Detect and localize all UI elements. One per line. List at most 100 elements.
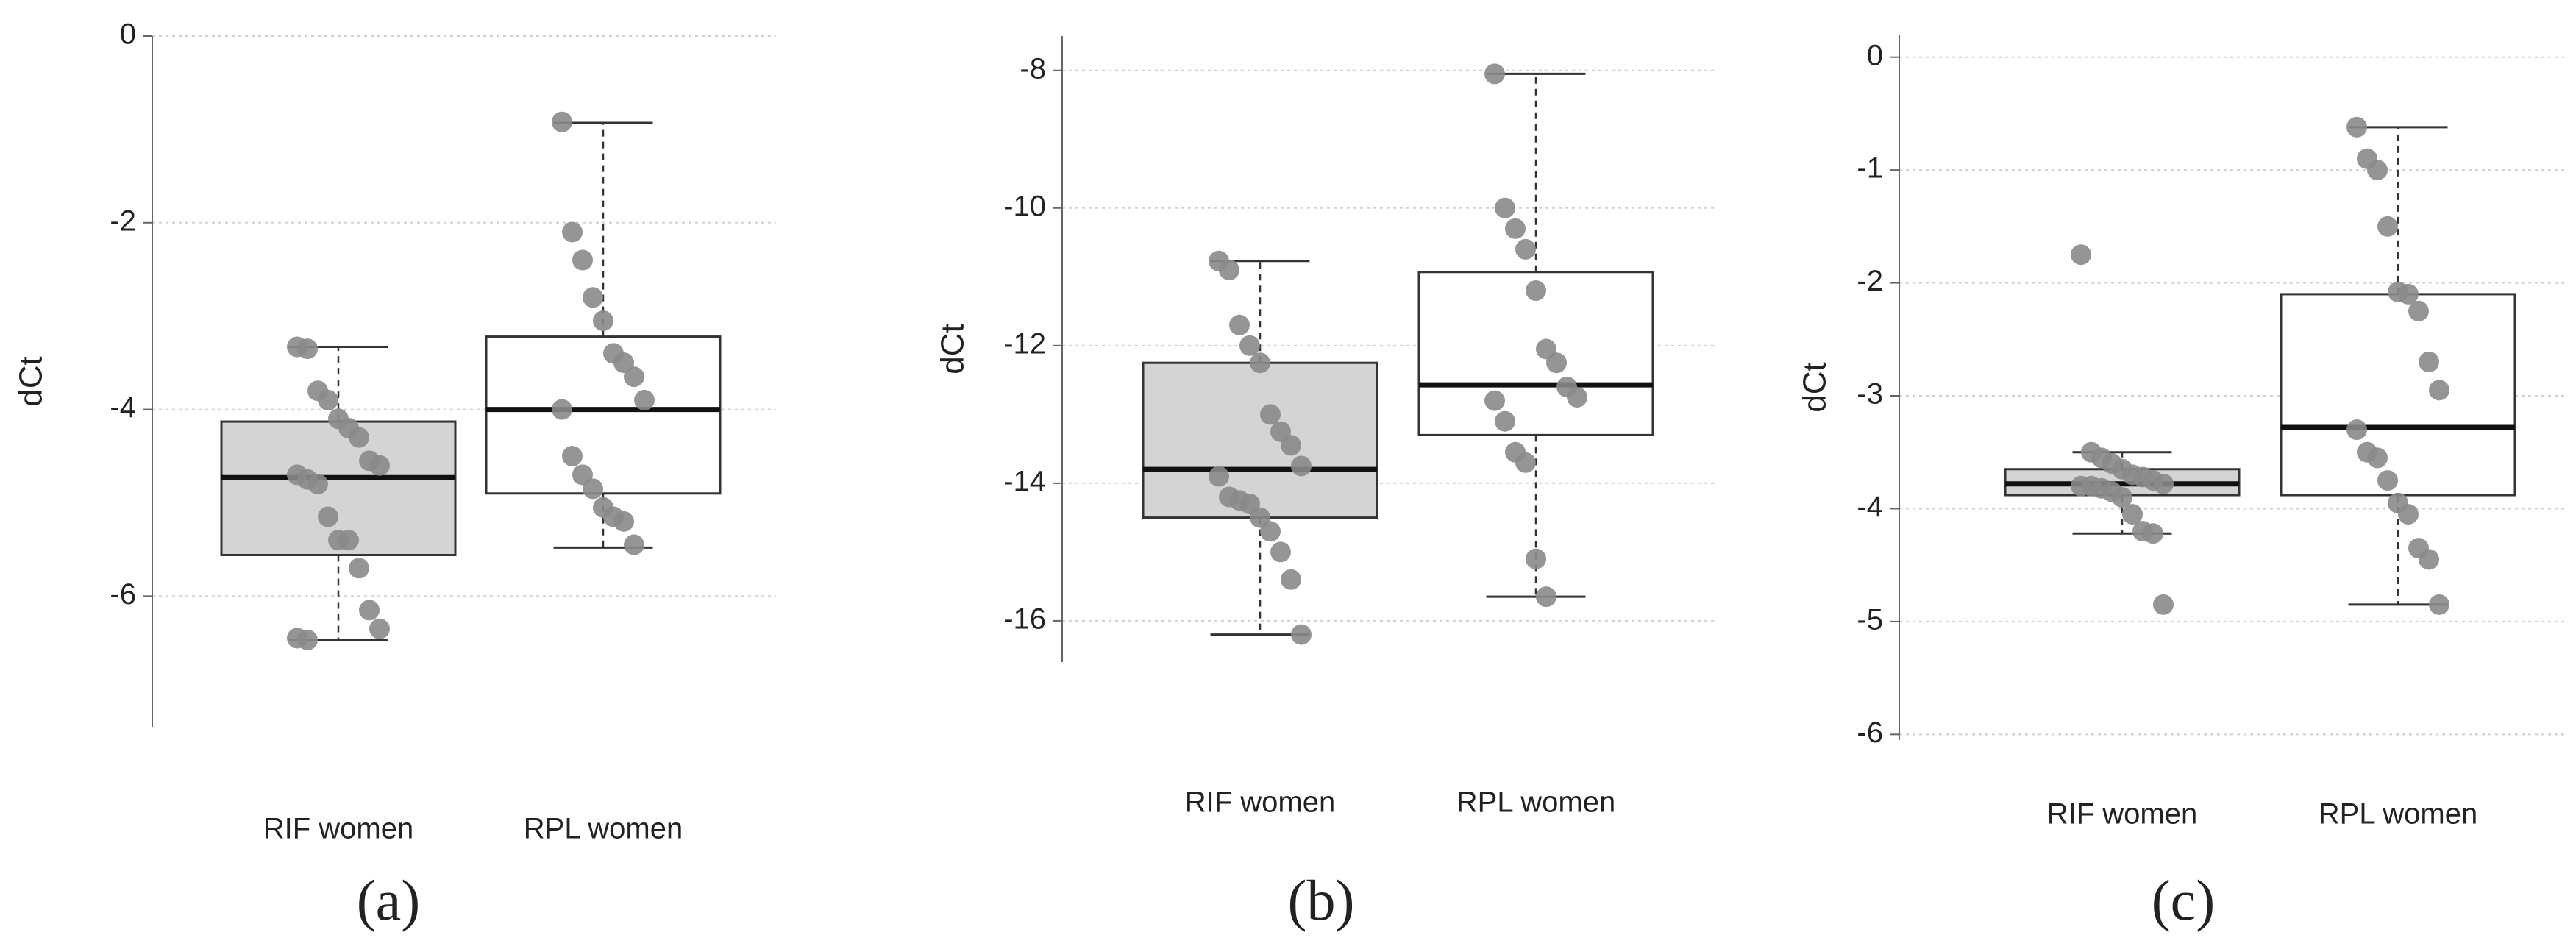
data-point — [1495, 197, 1515, 218]
category-label: RPL women — [1456, 786, 1615, 819]
data-point — [583, 287, 603, 308]
data-point — [359, 600, 380, 621]
y-tick-label: -3 — [1857, 378, 1883, 410]
y-tick-label: -10 — [1003, 190, 1046, 222]
box — [1142, 361, 1378, 519]
y-tick-label: -6 — [1857, 717, 1883, 749]
data-point — [2429, 380, 2449, 401]
panel: 0 -2 -4 -6 dCt (a) RIF women RPL women — [13, 18, 776, 932]
data-point — [2346, 419, 2367, 441]
data-point — [1281, 435, 1301, 456]
data-point — [1484, 63, 1505, 85]
y-axis-label: dCt — [1797, 362, 1833, 412]
data-point — [1495, 410, 1515, 432]
data-point — [318, 506, 338, 527]
y-tick-label: -12 — [1003, 327, 1046, 360]
data-point — [593, 310, 613, 332]
data-point — [562, 446, 583, 467]
data-point — [562, 221, 583, 243]
box — [2280, 293, 2516, 497]
panel: 0 -1 -2 -3 -4 -5 -6 dCt (c) RIF women RPL women — [1797, 35, 2567, 932]
data-point — [1505, 218, 1526, 239]
data-point — [624, 366, 644, 388]
data-point — [1291, 455, 1312, 477]
data-point — [2367, 447, 2388, 469]
data-point — [1515, 452, 1536, 473]
data-point — [1546, 352, 1567, 374]
data-point — [1281, 569, 1301, 590]
data-point — [1484, 390, 1505, 411]
data-point — [297, 338, 318, 360]
y-tick-label: 0 — [1867, 39, 1883, 71]
data-point — [2153, 473, 2174, 494]
category-label: RIF women — [2047, 798, 2198, 831]
data-point — [2419, 351, 2439, 372]
y-tick-label: -2 — [1857, 265, 1883, 297]
category-label: RPL women — [2319, 798, 2477, 831]
data-point — [1526, 280, 1546, 302]
data-point — [1209, 466, 1229, 487]
data-point — [2377, 216, 2398, 237]
data-point — [2377, 470, 2398, 491]
data-point — [552, 399, 572, 420]
y-tick-label: -1 — [1857, 152, 1883, 185]
y-tick-label: -6 — [110, 578, 136, 611]
data-point — [1260, 404, 1281, 425]
data-point — [2122, 504, 2143, 525]
caption: (b) — [1288, 868, 1355, 932]
data-point — [624, 534, 644, 555]
y-tick-label: -16 — [1003, 603, 1046, 635]
data-point — [1291, 624, 1312, 645]
data-point — [2367, 160, 2388, 181]
data-point — [1219, 259, 1239, 280]
y-axis-label: dCt — [13, 356, 49, 406]
data-point — [1526, 548, 1546, 569]
data-point — [349, 558, 369, 579]
data-point — [2143, 523, 2163, 544]
data-point — [338, 530, 359, 551]
data-point — [369, 455, 390, 476]
caption: (a) — [357, 868, 421, 932]
data-point — [1567, 386, 1587, 408]
y-tick-label: -8 — [1020, 52, 1046, 85]
data-point — [2112, 487, 2132, 508]
data-point — [2419, 549, 2439, 570]
data-point — [1270, 541, 1291, 563]
caption: (c) — [2152, 868, 2216, 932]
data-point — [583, 478, 603, 500]
data-point — [1515, 238, 1536, 260]
data-point — [2071, 244, 2091, 266]
data-point — [634, 389, 655, 410]
y-tick-label: -4 — [110, 391, 136, 424]
y-tick-label: -14 — [1003, 465, 1046, 497]
y-tick-label: -5 — [1857, 603, 1883, 636]
data-point — [613, 511, 634, 532]
data-point — [297, 629, 318, 650]
data-point — [1260, 521, 1281, 542]
data-point — [1536, 586, 1556, 608]
data-point — [2153, 594, 2174, 615]
panel: -8 -10 -12 -14 -16 dCt (b) RIF women RPL women — [935, 36, 1718, 932]
data-point — [1229, 314, 1250, 335]
box — [485, 335, 722, 495]
data-point — [349, 427, 369, 448]
y-tick-label: 0 — [120, 18, 136, 51]
data-point — [2408, 300, 2429, 321]
data-point — [2429, 594, 2449, 615]
data-point — [2346, 116, 2367, 138]
data-point — [2398, 504, 2419, 525]
y-tick-label: -4 — [1857, 491, 1883, 523]
data-point — [2398, 283, 2419, 305]
data-point — [1250, 352, 1270, 374]
data-point — [1239, 335, 1260, 356]
data-point — [318, 389, 338, 410]
y-axis-label: dCt — [935, 324, 971, 374]
y-tick-label: -2 — [110, 205, 136, 237]
category-label: RPL women — [524, 813, 683, 845]
category-label: RIF women — [263, 813, 414, 845]
data-point — [572, 249, 593, 271]
data-point — [552, 111, 572, 132]
data-point — [369, 618, 390, 639]
data-point — [307, 474, 328, 495]
